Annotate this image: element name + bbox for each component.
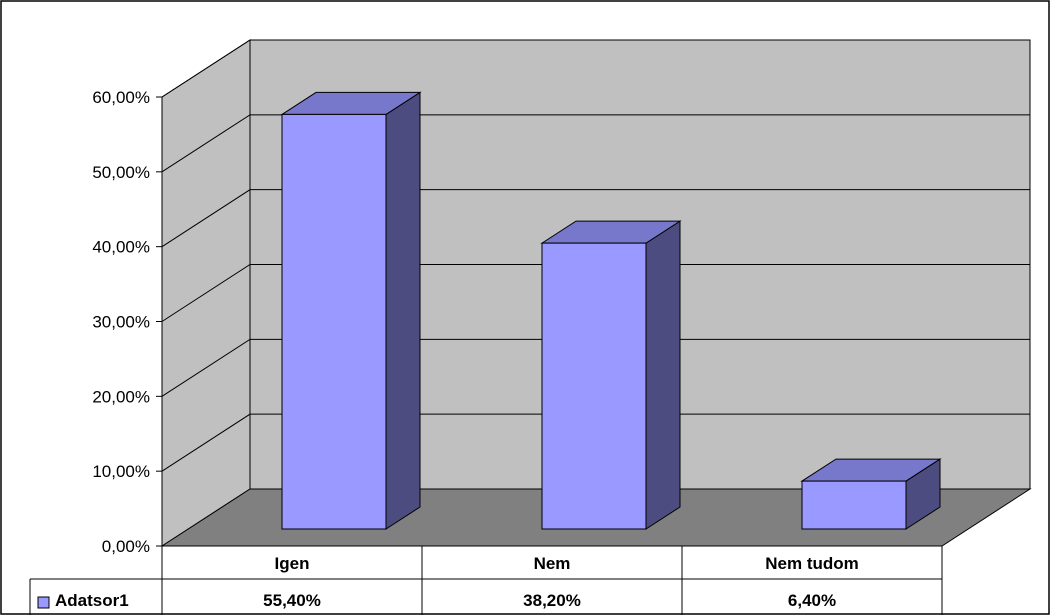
bars <box>280 91 942 530</box>
data-label: 55,40% <box>263 591 321 610</box>
bar-front <box>541 242 647 530</box>
category-label: Igen <box>275 554 310 573</box>
legend-key <box>37 596 50 609</box>
bar <box>540 220 682 530</box>
data-label: 6,40% <box>788 591 836 610</box>
y-tick-label: 60,00% <box>92 88 150 107</box>
gridline <box>161 413 1030 472</box>
bar-side <box>645 220 681 530</box>
y-axis: 0,00% 10,00% 20,00% 30,00% 40,00% 50,00% 60,00… <box>92 88 163 556</box>
gridline <box>161 264 1030 322</box>
gridlines <box>161 39 1030 472</box>
y-tick-label: 50,00% <box>92 163 150 182</box>
bar-side <box>385 91 421 530</box>
y-tick-label: 40,00% <box>92 238 150 257</box>
gridline <box>161 189 1030 248</box>
y-tick-label: 30,00% <box>92 313 150 332</box>
data-table: Igen Nem Nem tudom 55,40% 38,20% 6,40% Adatsor… <box>29 545 943 615</box>
bar-front <box>281 113 387 530</box>
legend-label: Adatsor1 <box>55 591 129 610</box>
category-label: Nem <box>534 554 571 573</box>
y-tick-label: 0,00% <box>102 537 150 556</box>
bar-front <box>801 480 907 530</box>
y-tick-label: 10,00% <box>92 462 150 481</box>
gridline <box>161 338 1030 397</box>
bar <box>280 91 422 530</box>
bar <box>800 458 942 530</box>
category-label: Nem tudom <box>765 554 859 573</box>
gridline <box>161 39 1030 98</box>
gridline <box>161 114 1030 173</box>
y-tick-label: 20,00% <box>92 387 150 406</box>
data-label: 38,20% <box>523 591 581 610</box>
